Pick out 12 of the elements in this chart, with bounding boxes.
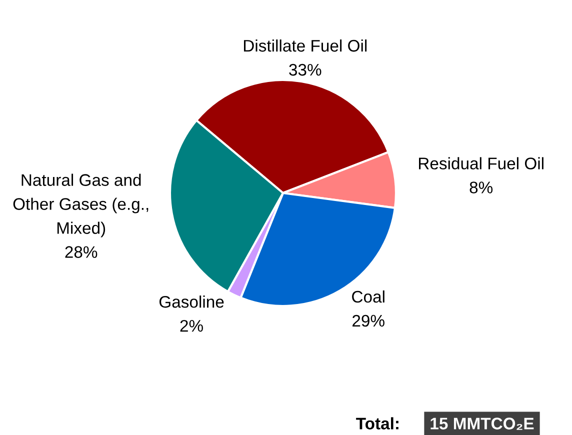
slice-label: Distillate Fuel Oil <box>244 39 367 52</box>
slice-label: Residual Fuel Oil <box>419 157 544 170</box>
slice-label: Gasoline <box>159 296 224 308</box>
data-label: 29% <box>352 314 384 327</box>
text: Total: <box>356 417 398 430</box>
slice-label: Coal <box>352 290 384 303</box>
data-label: 2% <box>180 320 203 332</box>
slice-label: Natural Gas and Other Gases (e.g., Mixed) <box>13 174 148 238</box>
data-label: 28% <box>65 246 98 258</box>
data-label: 8% <box>470 182 493 194</box>
text: 15 MMTCO₂E <box>430 418 534 430</box>
data-label: 33% <box>289 64 322 76</box>
